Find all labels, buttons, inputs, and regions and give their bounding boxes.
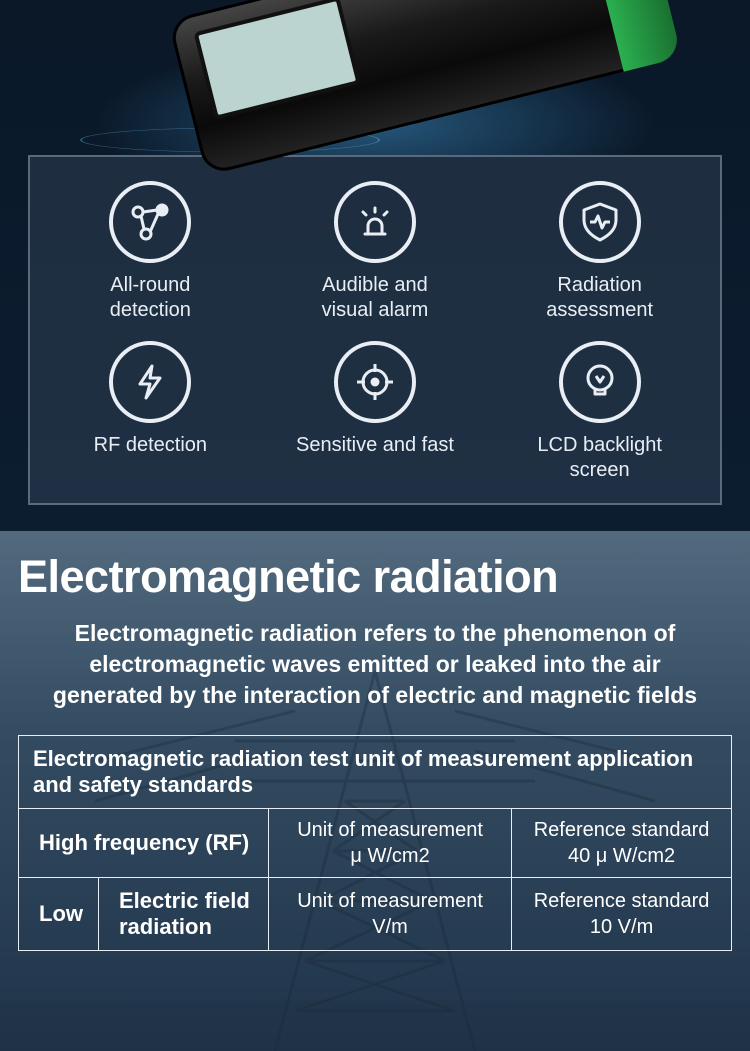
shield-pulse-icon — [559, 181, 641, 263]
standards-table: Electromagnetic radiation test unit of m… — [18, 735, 732, 951]
nodes-icon — [109, 181, 191, 263]
section-title: Electromagnetic radiation — [18, 553, 732, 600]
bolt-icon — [109, 341, 191, 423]
feature-radiation-assessment: Radiation assessment — [491, 181, 708, 323]
feature-audible-visual-alarm: Audible and visual alarm — [267, 181, 484, 323]
feature-rf-detection: RF detection — [42, 341, 259, 483]
cell-ef-standard: Reference standard10 V/m — [512, 878, 732, 951]
feature-lcd-backlight: LCD backlight screen — [491, 341, 708, 483]
feature-label: All-round detection — [110, 273, 191, 323]
features-panel: All-round detection Audible and visual a… — [28, 155, 722, 505]
row-high-frequency: High frequency (RF) — [19, 809, 269, 878]
feature-label: RF detection — [94, 433, 207, 458]
cell-rf-standard: Reference standard40 μ W/cm2 — [512, 809, 732, 878]
feature-label: Sensitive and fast — [296, 433, 454, 458]
row-electric-field: Electric field radiation — [99, 878, 269, 951]
table-header: Electromagnetic radiation test unit of m… — [19, 736, 732, 809]
feature-label: Radiation assessment — [546, 273, 653, 323]
row-low-label: Low — [19, 878, 99, 951]
cell-ef-unit: Unit of measurementV/m — [269, 878, 512, 951]
crosshair-icon — [334, 341, 416, 423]
hero-product-shot — [0, 0, 750, 155]
feature-sensitive-fast: Sensitive and fast — [267, 341, 484, 483]
feature-label: LCD backlight screen — [537, 433, 662, 483]
feature-label: Audible and visual alarm — [322, 273, 429, 323]
feature-all-round-detection: All-round detection — [42, 181, 259, 323]
alarm-icon — [334, 181, 416, 263]
section-electromagnetic-radiation: Electromagnetic radiation Electromagneti… — [0, 531, 750, 1051]
section-description: Electromagnetic radiation refers to the … — [18, 618, 732, 711]
cell-rf-unit: Unit of measurementμ W/cm2 — [269, 809, 512, 878]
bulb-icon — [559, 341, 641, 423]
